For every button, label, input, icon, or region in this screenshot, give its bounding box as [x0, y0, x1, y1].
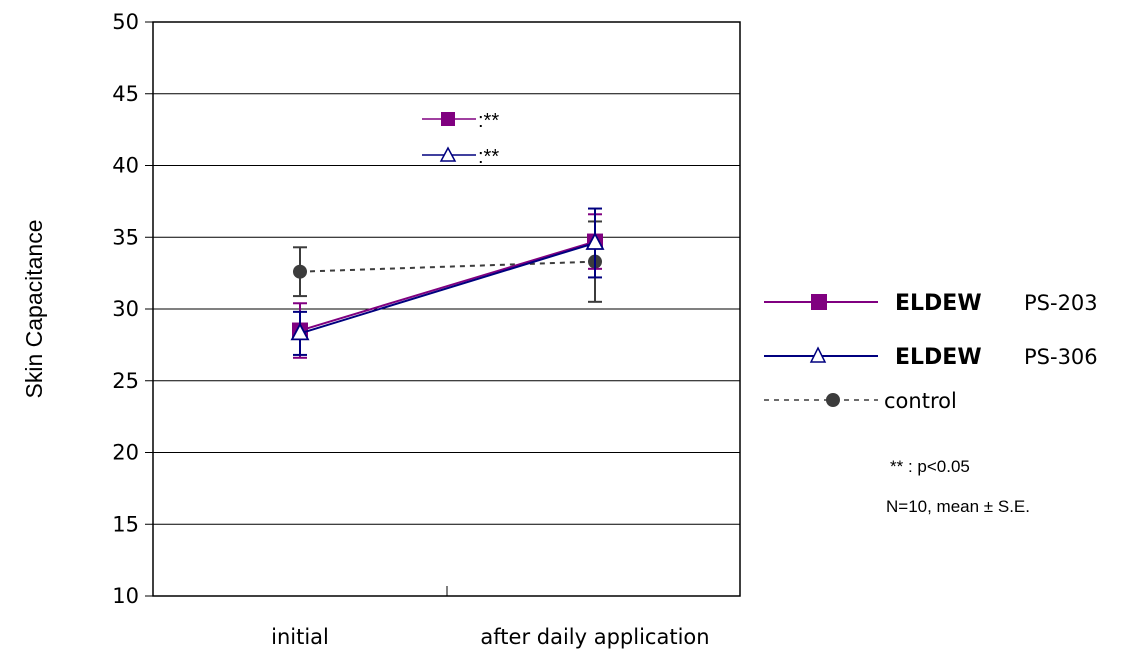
data-point [293, 264, 307, 279]
series-PS-306 [290, 207, 605, 356]
y-tick-label: 15 [112, 512, 139, 536]
square-marker-icon [441, 112, 455, 126]
legend-brand: ELDEW [895, 345, 982, 370]
y-tick-label: 25 [112, 369, 139, 393]
triangle-marker-icon [809, 346, 827, 363]
data-point [585, 232, 605, 250]
series-line [299, 242, 596, 335]
y-tick-label: 45 [112, 82, 139, 106]
y-tick-label: 50 [112, 10, 139, 34]
legend: ELDEW PS-203 ELDEW PS-306 control ** : p… [764, 291, 1098, 516]
legend-item-control: control [764, 389, 957, 413]
gridlines [153, 93, 740, 525]
legend-item-ps-306: ELDEW PS-306 [764, 345, 1098, 370]
series-line [299, 240, 596, 332]
y-tick-label: 35 [112, 225, 139, 249]
legend-code: PS-203 [1024, 291, 1098, 315]
significance-legend: :** :** [422, 110, 499, 168]
legend-code: PS-306 [1024, 345, 1098, 369]
legend-control: control [884, 389, 957, 413]
y-tick-label: 20 [112, 441, 139, 465]
legend-item-ps-203: ELDEW PS-203 [764, 291, 1098, 316]
legend-brand: ELDEW [895, 291, 982, 316]
x-tick-label: after daily application [480, 625, 709, 649]
data-point [290, 322, 310, 341]
square-marker-icon [811, 294, 827, 310]
note-significance: ** : p<0.05 [890, 457, 970, 476]
y-tick-label: 40 [112, 154, 139, 178]
x-tick-label: initial [271, 625, 329, 649]
note-sample: N=10, mean ± S.E. [886, 497, 1030, 516]
significance-label-2: :** [478, 146, 499, 168]
y-axis-ticks: 10 15 20 25 30 35 40 45 50 [112, 10, 153, 608]
triangle-marker-icon [439, 146, 457, 162]
series-layer [290, 207, 605, 359]
significance-label-1: :** [478, 110, 499, 132]
x-axis: initial after daily application [271, 586, 710, 649]
y-tick-label: 30 [112, 297, 139, 321]
y-tick-label: 10 [112, 584, 139, 608]
circle-marker-icon [826, 393, 840, 407]
y-axis-label: Skin Capacitance [21, 220, 47, 399]
